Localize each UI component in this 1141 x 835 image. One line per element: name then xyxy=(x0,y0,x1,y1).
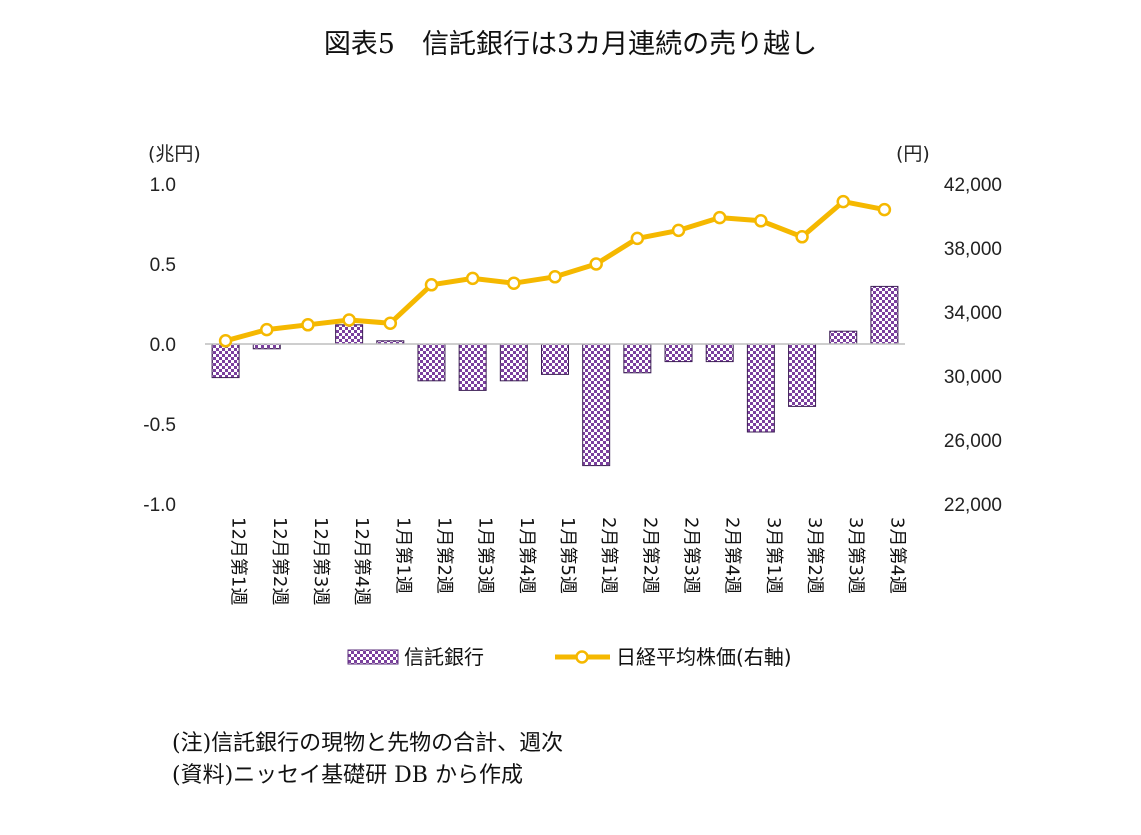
category-label: 3月第3週 xyxy=(845,517,866,594)
left-tick-label: 1.0 xyxy=(150,175,176,196)
note-source: (資料)ニッセイ基礎研 DB から作成 xyxy=(172,763,523,788)
nikkei-point-2月第2週 xyxy=(630,231,645,246)
bar-2月第2週 xyxy=(623,343,652,374)
category-label: 2月第1週 xyxy=(598,517,619,594)
nikkei-point-1月第1週 xyxy=(383,316,398,330)
bar-1月第3週 xyxy=(458,343,487,391)
category-label: 3月第2週 xyxy=(804,517,825,594)
left-tick-label: 0.5 xyxy=(150,255,176,276)
bar-12月第4週 xyxy=(335,324,364,345)
left-tick-label: -1.0 xyxy=(143,495,176,516)
bar-12月第1週 xyxy=(211,343,240,379)
nikkei-point-2月第4週 xyxy=(712,210,727,225)
nikkei-point-12月第2週 xyxy=(260,322,274,337)
legend-line-marker xyxy=(575,650,589,664)
category-label: 12月第4週 xyxy=(351,517,372,605)
legend-line-label: 日経平均株価(右軸) xyxy=(616,645,792,669)
notes: (注)信託銀行の現物と先物の合計、週次 (資料)ニッセイ基礎研 DB から作成 xyxy=(172,728,563,792)
chart-title: 図表5 信託銀行は3カ月連続の売り越し xyxy=(323,29,818,60)
category-label: 1月第4週 xyxy=(516,517,537,594)
left-tick-label: 0.0 xyxy=(150,335,176,356)
legend: 信託銀行 日経平均株価(右軸) xyxy=(347,645,792,669)
category-label: 12月第1週 xyxy=(228,517,249,605)
nikkei-point-3月第1週 xyxy=(754,214,768,228)
category-label: 1月第1週 xyxy=(392,517,413,594)
nikkei-point-1月第2週 xyxy=(424,278,439,292)
nikkei-point-3月第4週 xyxy=(877,202,892,217)
nikkei-point-2月第1週 xyxy=(589,257,603,271)
bar-3月第2週 xyxy=(788,343,817,407)
right-axis-unit: (円) xyxy=(896,143,930,165)
right-tick-label: 38,000 xyxy=(944,239,1002,260)
bar-2月第4週 xyxy=(705,343,734,363)
bar-3月第4週 xyxy=(870,285,899,345)
category-label: 1月第3週 xyxy=(475,517,496,594)
right-tick-label: 30,000 xyxy=(944,367,1002,388)
nikkei-point-12月第1週 xyxy=(218,334,233,348)
legend-bar-label: 信託銀行 xyxy=(404,645,484,669)
nikkei-point-12月第4週 xyxy=(342,313,356,327)
bar-3月第3週 xyxy=(829,330,858,345)
nikkei-point-3月第3週 xyxy=(836,194,850,209)
right-tick-label: 22,000 xyxy=(944,495,1002,516)
category-label: 2月第2週 xyxy=(639,517,660,594)
bar-1月第4週 xyxy=(499,343,528,382)
left-axis-unit: (兆円) xyxy=(148,143,201,165)
nikkei-point-3月第2週 xyxy=(795,230,809,244)
category-label: 1月第2週 xyxy=(433,517,454,594)
nikkei-point-1月第5週 xyxy=(548,270,562,284)
right-tick-label: 42,000 xyxy=(944,175,1002,196)
left-tick-label: -0.5 xyxy=(143,415,176,436)
category-label: 1月第5週 xyxy=(557,517,578,594)
bar-1月第5週 xyxy=(541,343,569,375)
legend-bar-swatch xyxy=(347,649,399,665)
category-label: 12月第3週 xyxy=(310,517,331,605)
nikkei-point-1月第4週 xyxy=(507,276,521,290)
category-label: 3月第1週 xyxy=(763,517,784,594)
right-tick-label: 26,000 xyxy=(944,431,1002,452)
bar-3月第1週 xyxy=(746,343,775,433)
category-label: 2月第3週 xyxy=(681,517,702,594)
nikkei-point-1月第3週 xyxy=(465,271,480,286)
bar-1月第2週 xyxy=(417,343,446,382)
bar-2月第1週 xyxy=(582,343,611,467)
nikkei-point-2月第3週 xyxy=(671,223,686,238)
category-label: 3月第4週 xyxy=(886,517,907,594)
right-tick-label: 34,000 xyxy=(944,303,1002,324)
category-label: 12月第2週 xyxy=(269,517,290,605)
bar-2月第3週 xyxy=(664,343,693,363)
note-annotation: (注)信託銀行の現物と先物の合計、週次 xyxy=(172,731,564,756)
nikkei-point-12月第3週 xyxy=(301,318,315,332)
category-label: 2月第4週 xyxy=(722,517,743,594)
